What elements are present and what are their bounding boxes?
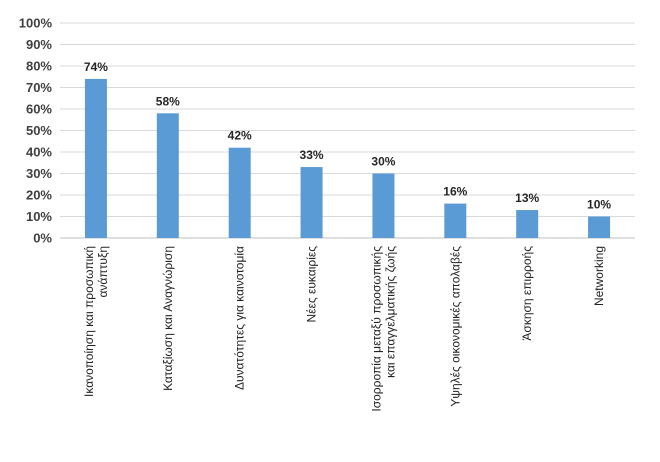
x-tick-label: Άσκηση επιρροής [520,246,534,341]
x-tick-label: Ικανοποίηση και προσωπικήανάπτυξη [82,246,110,397]
x-tick-label: Ισορροπία μεταξύ προσωπικήςκαι επαγγελμα… [369,246,397,412]
data-label: 74% [84,60,108,74]
x-tick-label: Networking [592,246,606,306]
bar [516,210,539,238]
x-tick-label: Δυνατότητες για καινοτομία [233,246,247,390]
bar [588,216,611,238]
data-label: 13% [515,191,539,205]
y-tick-label: 80% [26,59,52,74]
y-tick-label: 90% [26,37,52,52]
bars [84,78,611,239]
y-tick-label: 60% [26,102,52,117]
bar [84,78,107,239]
bar [228,147,251,238]
data-label: 42% [228,129,252,143]
x-axis-ticks: Ικανοποίηση και προσωπικήανάπτυξη Καταξίω… [82,246,606,412]
bar [444,203,467,238]
y-tick-label: 70% [26,80,52,95]
x-tick-label: Υψηλές οικονομικές απολαβές [448,246,462,407]
gridlines [60,22,635,239]
y-tick-label: 20% [26,188,52,203]
y-tick-label: 10% [26,209,52,224]
y-tick-label: 50% [26,123,52,138]
y-tick-label: 0% [33,231,52,246]
data-label: 16% [443,185,467,199]
x-tick-label: Καταξίωση και Αναγνώριση [161,246,175,391]
y-tick-label: 40% [26,145,52,160]
data-label: 30% [371,155,395,169]
data-label: 10% [587,198,611,212]
bar [156,113,179,238]
bar [300,167,323,238]
y-tick-label: 100% [19,16,53,31]
x-tick-label: Νέες ευκαιρίες [305,246,319,323]
data-labels: 74% 58% 42% 33% 30% 16% 13% 10% [84,60,611,212]
bar [372,173,395,238]
y-axis-ticks: 0% 10% 20% 30% 40% 50% 60% 70% 80% 90% 100% [19,16,53,246]
data-label: 33% [300,148,324,162]
data-label: 58% [156,94,180,108]
y-tick-label: 30% [26,166,52,181]
